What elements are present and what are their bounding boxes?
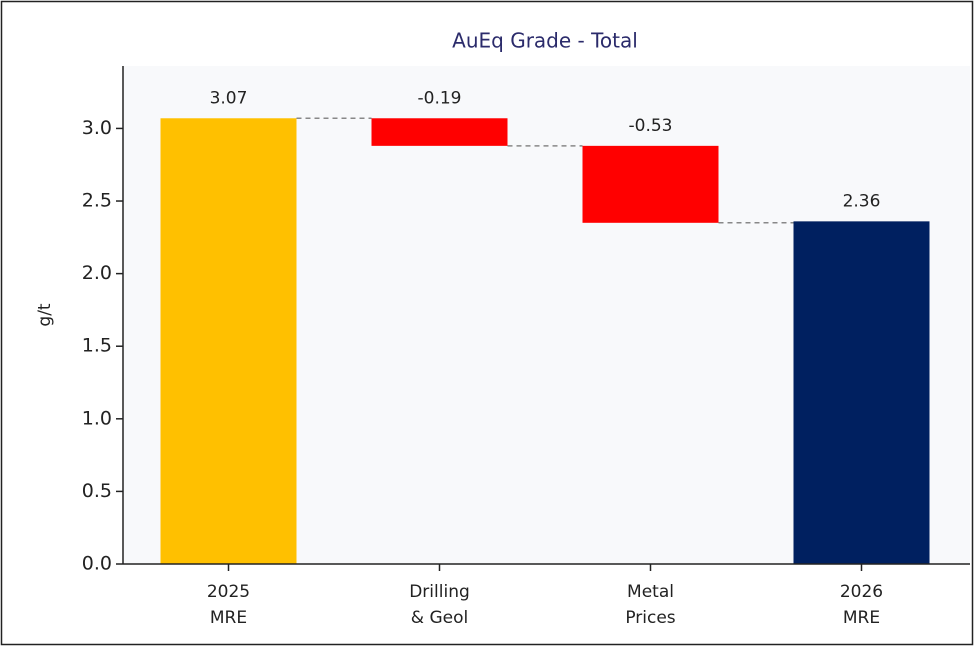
x-tick-label: Drilling & Geol [409,582,470,628]
value-label: 3.07 [210,88,248,108]
value-label: -0.19 [418,88,462,108]
value-label: 2.36 [843,191,881,211]
y-tick-label: 0.0 [82,553,112,575]
y-tick-label: 3.0 [82,117,112,139]
y-tick-label: 1.5 [82,335,112,357]
y-tick-label: 0.5 [82,480,112,502]
value-label: -0.53 [629,116,673,136]
x-tick-label: Metal Prices [625,582,675,628]
x-tick-label: 2025 MRE [207,582,250,628]
bar [793,221,930,564]
x-tick-label: 2026 MRE [840,582,883,628]
y-axis-label: g/t [35,303,55,327]
bar [160,118,297,564]
y-tick-label: 2.0 [82,262,112,284]
bar [371,118,508,146]
y-tick-label: 2.5 [82,190,112,212]
bar [582,145,719,223]
y-tick-label: 1.0 [82,407,112,429]
chart-title: AuEq Grade - Total [452,29,638,53]
